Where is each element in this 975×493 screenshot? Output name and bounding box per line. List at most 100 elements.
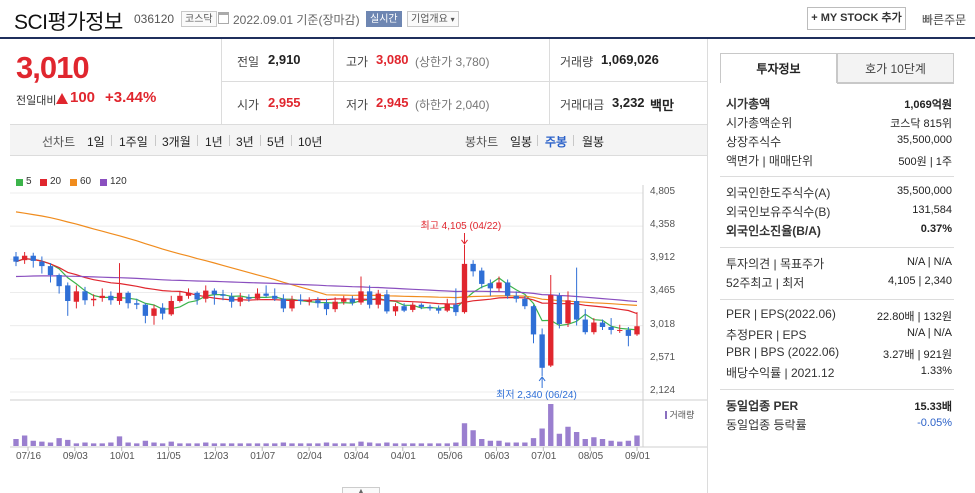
- high-label: 고가: [346, 55, 369, 69]
- candle-chart-label: 봉차트: [465, 135, 499, 149]
- divider: [720, 176, 954, 177]
- candle: [410, 302, 416, 313]
- info-label: 외국인소진율(B/A): [726, 224, 821, 238]
- candle: [280, 294, 287, 313]
- info-value: 500원 | 1주: [898, 156, 952, 168]
- tab-gap: [720, 83, 837, 84]
- volume-bar: [39, 441, 45, 446]
- candle: [444, 298, 450, 313]
- separator: [229, 135, 230, 146]
- candle: [358, 276, 364, 305]
- volume-bar: [487, 440, 494, 446]
- candle: [496, 276, 502, 292]
- volume-value: 1,069,026: [601, 52, 659, 67]
- candle: [65, 282, 71, 316]
- divider: [720, 299, 954, 300]
- low-label: 저가: [346, 98, 369, 112]
- stock-chart[interactable]: 최고 4,105 (04/22) 최저 2,340 (06/24): [10, 185, 707, 485]
- candle: [375, 289, 381, 309]
- candle-monthly[interactable]: 월봉: [582, 135, 605, 149]
- info-label: 추정PER | EPS: [726, 328, 807, 342]
- volume-bar: [21, 435, 28, 446]
- candle: [427, 304, 433, 311]
- volume-bar: [332, 443, 338, 446]
- y-tick-label: 2,124: [650, 385, 676, 396]
- period-3y[interactable]: 3년: [236, 135, 254, 149]
- candle: [99, 288, 105, 302]
- volume-bar: [254, 443, 261, 446]
- candle-weekly[interactable]: 주봉: [545, 135, 568, 149]
- info-label: PBR | BPS (2022.06): [726, 345, 840, 359]
- volume-bar: [142, 440, 149, 446]
- tab-orderbook-10[interactable]: 호가 10단계: [837, 53, 954, 83]
- candle: [461, 244, 468, 314]
- volume-bar: [539, 428, 545, 446]
- candle: [13, 252, 19, 267]
- volume-bar: [280, 442, 287, 446]
- candle: [315, 297, 321, 308]
- calendar-icon: [218, 12, 229, 24]
- volume-bar: [177, 443, 183, 446]
- company-overview-label: 기업개요: [411, 14, 448, 25]
- chart-grid: [10, 185, 707, 451]
- divider: [707, 39, 708, 493]
- volume-bar: [203, 442, 209, 446]
- volume-bar: [341, 443, 347, 446]
- tab-investment-info[interactable]: 투자정보: [720, 53, 837, 83]
- candle: [565, 291, 571, 327]
- volume-bar: [246, 443, 252, 446]
- volume-bar: [470, 430, 476, 446]
- ma5-swatch: [16, 179, 23, 186]
- candle: [332, 297, 338, 313]
- candle: [401, 303, 407, 313]
- separator: [573, 135, 574, 146]
- period-1w[interactable]: 1주일: [119, 135, 148, 149]
- volume-bar: [427, 443, 433, 446]
- prev-close-label: 전일: [237, 55, 260, 69]
- company-overview-dropdown[interactable]: 기업개요 ▾: [407, 11, 459, 27]
- x-tick-label: 09/01: [625, 451, 651, 462]
- candle: [246, 294, 252, 302]
- volume-bar: [530, 438, 537, 446]
- ma120-label: 120: [110, 176, 127, 187]
- separator: [111, 135, 112, 146]
- x-tick-label: 03/04: [343, 451, 369, 462]
- info-label: 동일업종 등락률: [726, 418, 807, 432]
- period-3m[interactable]: 3개월: [162, 135, 191, 149]
- divider: [837, 83, 954, 84]
- volume-bar: [306, 443, 312, 446]
- candle-daily[interactable]: 일봉: [510, 135, 533, 149]
- period-1d[interactable]: 1일: [87, 135, 105, 149]
- volume-bar: [99, 443, 105, 446]
- info-label: 배당수익률 | 2021.12: [726, 366, 835, 380]
- separator: [197, 135, 198, 146]
- candle: [349, 295, 356, 306]
- candle: [168, 295, 174, 316]
- x-tick-label: 01/07: [250, 451, 276, 462]
- realtime-button[interactable]: 실시간: [366, 11, 402, 27]
- volume-bar: [272, 443, 278, 446]
- x-tick-label: 11/05: [156, 451, 181, 462]
- period-5y[interactable]: 5년: [267, 135, 285, 149]
- change-amount: 100: [70, 89, 96, 106]
- info-value: 1.33%: [920, 365, 952, 377]
- lower-limit: (하한가 2,040): [415, 98, 490, 112]
- candle: [289, 295, 295, 312]
- period-1y[interactable]: 1년: [205, 135, 223, 149]
- volume-bar: [297, 443, 304, 446]
- info-value: 1,069억원: [904, 99, 952, 111]
- add-mystock-button[interactable]: + MY STOCK 추가: [807, 7, 906, 30]
- volume-bar: [56, 438, 62, 446]
- quick-order-link[interactable]: 빠른주문: [922, 13, 967, 27]
- candle: [237, 292, 243, 307]
- volume-bar: [608, 440, 614, 446]
- period-10y[interactable]: 10년: [298, 135, 323, 149]
- volume-bar: [504, 442, 511, 446]
- ma60-label: 60: [80, 176, 92, 187]
- x-tick-label: 08/05: [578, 451, 604, 462]
- expand-handle[interactable]: ▲: [342, 487, 380, 493]
- low-annotation: 최저 2,340 (06/24): [496, 389, 577, 401]
- investment-info-panel: [708, 39, 975, 493]
- candle: [530, 304, 537, 344]
- chevron-up-icon: ▲: [357, 488, 365, 493]
